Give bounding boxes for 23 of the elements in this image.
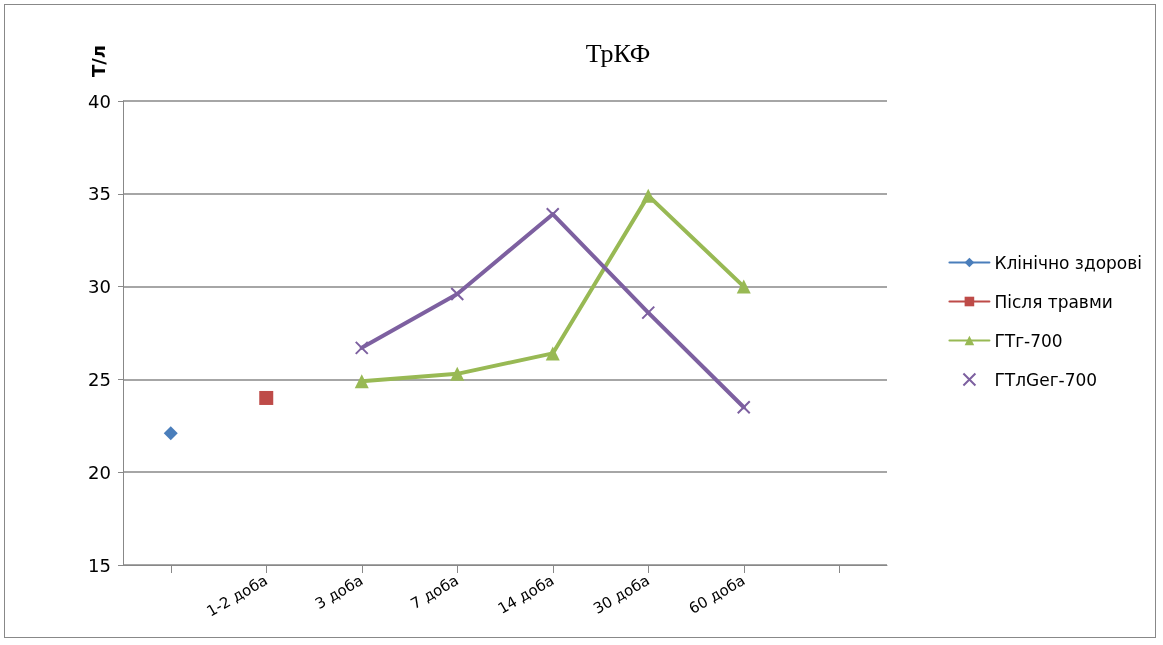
legend-label: Після травми [994,291,1113,312]
y-tick-label: 25 [88,368,111,390]
y-tick-label: 30 [88,276,111,298]
point [450,287,465,302]
point [545,207,560,222]
y-axis-title: Т/л [87,44,109,78]
legend-label: Клінічно здорові [994,252,1143,273]
point [259,390,274,405]
y-tick-label: 20 [88,461,111,483]
legend-label: ГТлGeг-700 [994,369,1098,390]
chart-title: ТрКФ [585,38,651,68]
point [163,426,178,441]
y-tick-label: 35 [88,183,111,205]
legend-label: ГТг-700 [994,330,1063,351]
y-tick-label: 40 [88,90,111,112]
point [354,374,369,389]
point [641,305,656,320]
y-tick-label: 15 [88,554,111,576]
point [545,346,560,361]
point [736,400,751,415]
point [354,340,369,355]
point [450,366,465,381]
point [736,279,751,294]
